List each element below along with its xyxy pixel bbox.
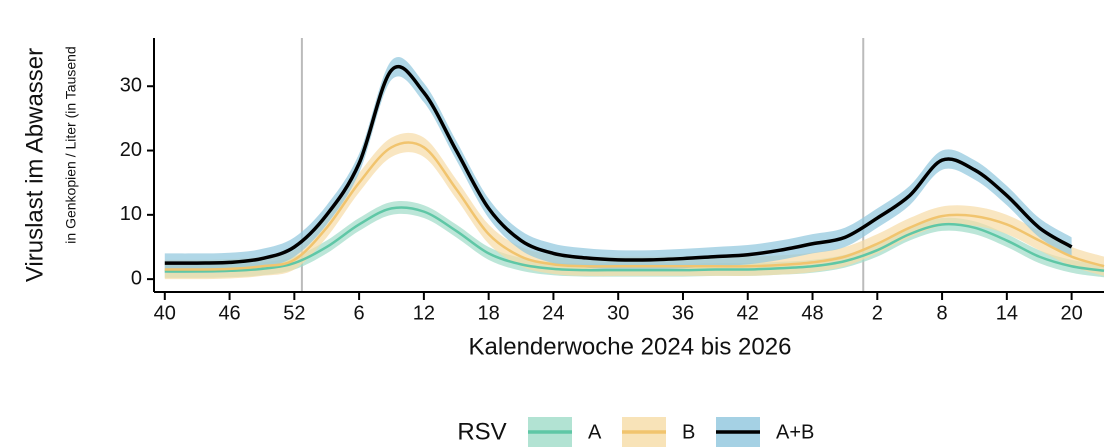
x-tick-label: 42 (737, 302, 759, 324)
x-axis-title: Kalenderwoche 2024 bis 2026 (469, 333, 792, 360)
x-tick-label: 2 (872, 302, 883, 324)
y-axis-subtitle: in Genkopien / Liter (in Tausend (63, 46, 79, 243)
y-tick-label: 30 (120, 75, 142, 97)
ribbon (164, 132, 1104, 280)
x-tick-label: 20 (1060, 302, 1082, 324)
x-tick-label: 14 (996, 302, 1018, 324)
x-tick-label: 6 (354, 302, 365, 324)
y-axis-title: Viruslast im Abwasser (21, 48, 48, 282)
legend-label: A+B (776, 421, 814, 443)
y-tick-label: 0 (131, 267, 142, 289)
series-line (164, 206, 1105, 273)
x-tick-label: 52 (283, 302, 305, 324)
legend-label: A (588, 421, 602, 443)
ribbon (164, 201, 1104, 278)
x-tick-label: 36 (672, 302, 694, 324)
legend-label: B (682, 421, 695, 443)
x-tick-label: 24 (542, 302, 564, 324)
y-tick-label: 20 (120, 139, 142, 161)
series-line (164, 65, 1073, 265)
x-tick-label: 18 (478, 302, 500, 324)
legend-title: RSV (457, 418, 506, 445)
x-tick-label: 30 (607, 302, 629, 324)
ribbon (164, 57, 1072, 273)
x-tick-label: 40 (154, 302, 176, 324)
series-line (164, 141, 1105, 271)
x-tick-label: 48 (801, 302, 823, 324)
x-tick-label: 12 (413, 302, 435, 324)
y-tick-label: 10 (120, 203, 142, 225)
x-tick-label: 8 (937, 302, 948, 324)
x-tick-label: 46 (218, 302, 240, 324)
